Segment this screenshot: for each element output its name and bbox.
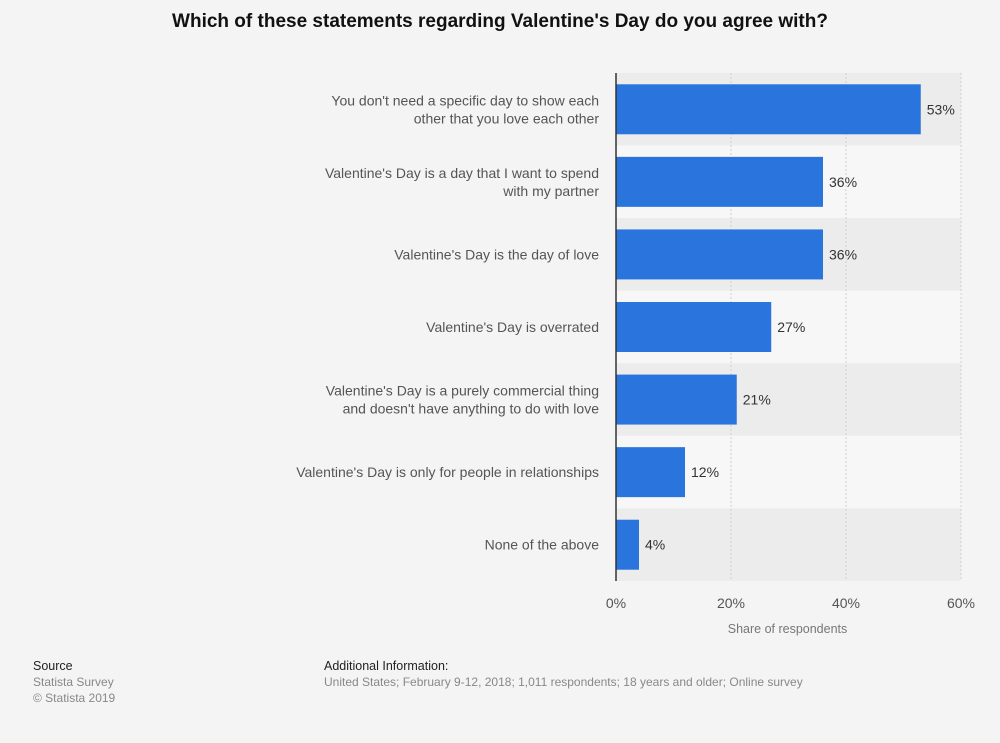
bar	[616, 84, 921, 135]
category-label: Valentine's Day is a day that I want to …	[325, 165, 599, 181]
value-label: 36%	[829, 174, 857, 190]
value-label: 36%	[829, 246, 857, 262]
additional-info-heading: Additional Information:	[324, 659, 449, 673]
value-label: 53%	[927, 101, 955, 117]
x-tick-label: 60%	[947, 595, 975, 611]
category-label: Valentine's Day is a purely commercial t…	[326, 383, 599, 399]
bar	[616, 519, 639, 570]
x-tick-label: 0%	[606, 595, 626, 611]
category-label: None of the above	[485, 537, 600, 553]
bar-chart: 53% You don't need a specific day to show…	[296, 73, 975, 636]
category-label: with my partner	[502, 183, 599, 199]
chart-title: Which of these statements regarding Vale…	[172, 11, 828, 32]
source-heading: Source	[33, 659, 73, 673]
x-tick-label: 40%	[832, 595, 860, 611]
source-line-copyright: © Statista 2019	[33, 691, 116, 705]
value-label: 27%	[777, 319, 805, 335]
category-label: Valentine's Day is the day of love	[394, 246, 599, 262]
category-label: other that you love each other	[414, 110, 600, 126]
x-axis-title: Share of respondents	[728, 622, 848, 636]
bar	[616, 447, 685, 498]
category-label: Valentine's Day is overrated	[426, 319, 599, 335]
bar	[616, 156, 823, 207]
additional-info-text: United States; February 9-12, 2018; 1,01…	[324, 675, 803, 689]
bar	[616, 229, 823, 280]
value-label: 4%	[645, 537, 665, 553]
x-tick-label: 20%	[717, 595, 745, 611]
value-label: 21%	[743, 392, 771, 408]
row-band	[616, 508, 961, 581]
category-label: Valentine's Day is only for people in re…	[296, 464, 599, 480]
source-line-survey: Statista Survey	[33, 675, 114, 689]
category-label: and doesn't have anything to do with lov…	[343, 401, 600, 417]
bar	[616, 374, 737, 425]
value-label: 12%	[691, 464, 719, 480]
source-block: Source Statista Survey © Statista 2019	[33, 658, 115, 706]
bar	[616, 302, 772, 352]
additional-info-block: Additional Information: United States; F…	[324, 658, 803, 690]
category-label: You don't need a specific day to show ea…	[331, 92, 599, 108]
